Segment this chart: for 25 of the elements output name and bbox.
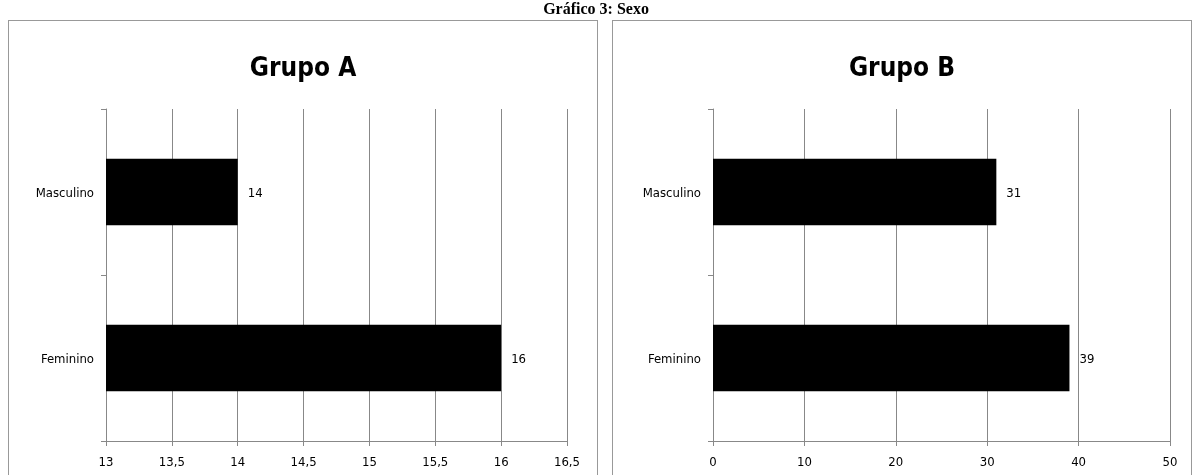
x-tick-label: 30 bbox=[979, 454, 995, 469]
x-tick-label: 40 bbox=[1071, 454, 1087, 469]
y-tick-label: Masculino bbox=[642, 184, 701, 200]
data-label: 16 bbox=[511, 350, 527, 366]
data-label: 39 bbox=[1079, 350, 1095, 366]
data-label: 31 bbox=[1006, 184, 1022, 200]
x-tick-label: 13 bbox=[98, 454, 114, 469]
x-tick-label: 50 bbox=[1162, 454, 1178, 469]
chart-title: Grupo B bbox=[848, 52, 956, 82]
data-label: 14 bbox=[247, 184, 263, 200]
chart-title: Grupo A bbox=[249, 52, 357, 82]
y-tick-label: Feminino bbox=[647, 350, 701, 366]
x-tick-label: 16,5 bbox=[553, 454, 581, 469]
x-tick-label: 0 bbox=[709, 454, 717, 469]
x-tick-label: 13,5 bbox=[158, 454, 185, 469]
x-tick-label: 10 bbox=[796, 454, 812, 469]
x-tick-label: 15,5 bbox=[422, 454, 449, 469]
x-tick-label: 20 bbox=[888, 454, 904, 469]
x-tick-label: 14,5 bbox=[290, 454, 317, 469]
x-tick-label: 15 bbox=[361, 454, 377, 469]
x-tick-label: 14 bbox=[230, 454, 246, 469]
x-tick-label: 16 bbox=[493, 454, 509, 469]
y-tick-label: Masculino bbox=[35, 184, 94, 200]
text: Gráfico 3: Sexo bbox=[542, 0, 650, 18]
y-tick-label: Feminino bbox=[40, 350, 94, 366]
